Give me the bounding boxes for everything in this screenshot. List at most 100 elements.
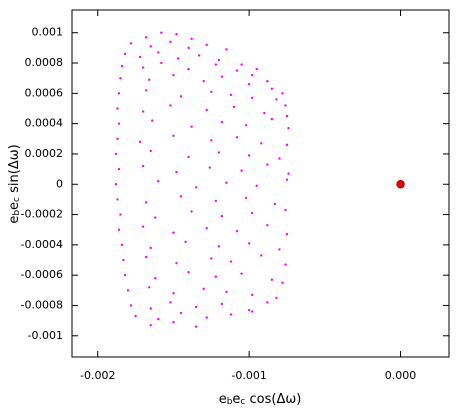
scatter-point bbox=[255, 67, 258, 71]
scatter-point bbox=[270, 87, 274, 90]
scatter-point bbox=[187, 46, 190, 50]
scatter-point bbox=[126, 289, 130, 292]
scatter-point bbox=[123, 273, 127, 277]
scatter-point bbox=[225, 48, 228, 51]
scatter-point bbox=[278, 157, 281, 160]
scatter-point bbox=[197, 54, 201, 57]
scatter-point bbox=[129, 304, 133, 307]
scatter-point bbox=[235, 69, 239, 72]
scatter-point bbox=[148, 286, 151, 289]
scatter-point bbox=[284, 208, 287, 212]
scatter-point bbox=[117, 228, 121, 231]
y-tick-label: -0.0004 bbox=[21, 238, 63, 251]
scatter-point bbox=[205, 108, 208, 112]
scatter-point bbox=[275, 296, 278, 300]
scatter-point bbox=[225, 290, 228, 294]
scatter-point bbox=[281, 92, 284, 95]
scatter-point bbox=[172, 231, 175, 234]
scatter-point bbox=[129, 42, 133, 45]
scatter-point bbox=[285, 114, 289, 118]
scatter-point bbox=[275, 98, 278, 101]
y-tick-label: -0.0002 bbox=[21, 208, 63, 221]
scatter-point bbox=[240, 169, 243, 172]
y-tick-label: -0.0008 bbox=[21, 298, 63, 311]
scatter-point bbox=[114, 183, 118, 186]
scatter-point bbox=[157, 180, 160, 183]
scatter-point bbox=[176, 57, 180, 60]
subscript: c bbox=[240, 397, 245, 407]
scatter-point bbox=[114, 152, 118, 156]
y-tick-label: 0.0006 bbox=[25, 86, 64, 99]
scatter-point bbox=[190, 125, 193, 128]
scatter-point bbox=[144, 201, 148, 204]
scatter-point bbox=[250, 96, 254, 100]
scatter-point bbox=[117, 122, 121, 125]
scatter-point bbox=[151, 119, 154, 122]
scatter-point bbox=[229, 260, 233, 263]
scatter-point bbox=[266, 163, 269, 166]
scatter-point bbox=[244, 196, 248, 200]
scatter-point bbox=[169, 301, 172, 304]
scatter-point bbox=[247, 242, 251, 245]
scatter-point bbox=[172, 134, 175, 137]
scatter-point bbox=[281, 281, 284, 284]
scatter-point bbox=[122, 258, 125, 262]
x-axis-label: ebec cos(Δω) bbox=[219, 392, 302, 408]
scatter-point bbox=[214, 199, 218, 203]
scatter-point bbox=[141, 164, 145, 168]
y-axis-label: ebec sin(Δω) bbox=[7, 144, 23, 223]
scatter-point bbox=[190, 210, 193, 213]
scatter-point bbox=[287, 172, 290, 175]
scatter-point bbox=[284, 263, 287, 266]
label-part: cos(Δω) bbox=[245, 392, 301, 407]
scatter-point bbox=[157, 51, 160, 54]
scatter-point bbox=[270, 278, 274, 281]
scatter-point bbox=[235, 230, 239, 233]
scatter-point bbox=[175, 170, 178, 174]
scatter-point bbox=[210, 139, 213, 142]
scatter-point bbox=[144, 36, 148, 39]
scatter-point bbox=[232, 105, 236, 109]
subscript: c bbox=[12, 197, 22, 202]
scatter-point bbox=[172, 320, 175, 324]
scatter-point bbox=[149, 45, 152, 48]
scatter-point bbox=[179, 195, 183, 198]
scatter-point bbox=[285, 178, 289, 181]
scatter-point bbox=[263, 111, 266, 115]
subscript: b bbox=[12, 210, 22, 216]
scatter-point bbox=[240, 63, 243, 66]
scatter-point bbox=[160, 61, 163, 65]
scatter-point bbox=[149, 149, 152, 153]
scatter-point bbox=[148, 78, 151, 81]
scatter-point bbox=[149, 323, 152, 327]
scatter-point bbox=[169, 40, 172, 44]
x-tick-label: -0.001 bbox=[231, 369, 266, 382]
scatter-point bbox=[220, 214, 224, 218]
scatter-point bbox=[220, 75, 224, 78]
y-tick-label: 0 bbox=[56, 177, 63, 190]
scatter-point bbox=[266, 223, 269, 227]
scatter-point bbox=[240, 272, 243, 275]
scatter-point bbox=[220, 120, 224, 124]
scatter-point bbox=[134, 314, 137, 318]
scatter-point bbox=[149, 246, 152, 250]
scatter-point bbox=[141, 66, 145, 69]
scatter-point bbox=[244, 123, 248, 127]
scatter-point bbox=[202, 287, 205, 291]
label-part: e bbox=[219, 392, 227, 407]
y-tick-label: 0.0002 bbox=[25, 147, 64, 160]
y-tick-label: -0.0006 bbox=[21, 268, 63, 281]
scatter-point bbox=[184, 240, 187, 244]
scatter-point bbox=[194, 186, 198, 189]
scatter-point bbox=[138, 55, 142, 59]
scatter-point bbox=[278, 248, 281, 251]
scatter-point bbox=[190, 37, 193, 40]
scatter-point bbox=[205, 227, 208, 230]
scatter-point bbox=[220, 302, 224, 306]
scatter-point bbox=[210, 90, 213, 94]
scatter-point bbox=[396, 180, 405, 189]
label-part: e bbox=[7, 216, 22, 224]
scatter-point bbox=[116, 137, 119, 140]
scatter-point bbox=[154, 277, 157, 280]
